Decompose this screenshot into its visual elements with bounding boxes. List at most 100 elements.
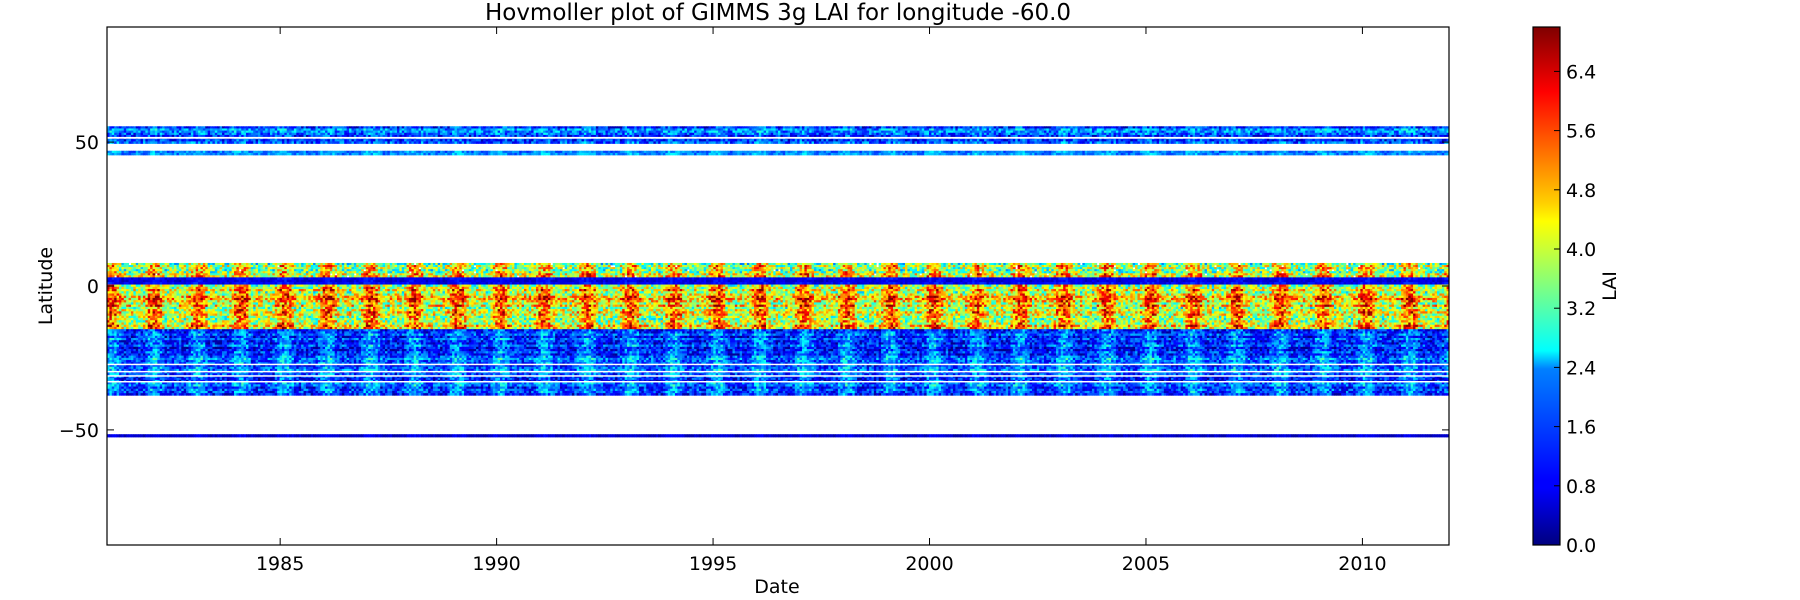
heatmap-cell: [188, 134, 192, 138]
heatmap-cell: [154, 128, 158, 131]
heatmap-cell: [480, 132, 484, 136]
heatmap-cell: [303, 141, 307, 144]
heatmap-cell: [828, 130, 832, 134]
heatmap-cell: [905, 130, 908, 134]
heatmap-cell: [337, 130, 340, 134]
heatmap-cell: [555, 132, 558, 136]
heatmap-cell: [718, 139, 721, 142]
heatmap-cell: [257, 126, 261, 129]
heatmap-cell: [157, 141, 161, 144]
heatmap-cell: [432, 150, 436, 154]
heatmap-cell: [1048, 132, 1052, 136]
heatmap-cell: [512, 139, 515, 142]
heatmap-cell: [126, 134, 129, 138]
heatmap-cell: [684, 130, 688, 134]
heatmap-cell: [835, 139, 839, 142]
heatmap-cell: [996, 132, 999, 136]
heatmap-cell: [976, 134, 980, 138]
heatmap-cell: [627, 130, 630, 134]
heatmap-cell: [1079, 132, 1083, 136]
heatmap-cell: [1084, 132, 1088, 136]
heatmap-cell: [993, 134, 997, 138]
heatmap-cell: [174, 134, 177, 138]
heatmap-cell: [1242, 128, 1246, 131]
heatmap-cell: [1197, 150, 1201, 154]
heatmap-cell: [1317, 126, 1320, 129]
heatmap-cell: [698, 128, 702, 131]
heatmap-cell: [253, 130, 256, 134]
heatmap-cell: [1360, 139, 1364, 142]
heatmap-cell: [579, 130, 582, 134]
heatmap-cell: [665, 150, 669, 154]
heatmap-cell: [1120, 150, 1124, 154]
heatmap-cell: [1283, 130, 1287, 134]
heatmap-cell: [214, 139, 218, 142]
heatmap-cell: [1135, 150, 1138, 154]
heatmap-cell: [449, 141, 453, 144]
heatmap-cell: [720, 128, 724, 131]
heatmap-cell: [840, 130, 844, 134]
heatmap-cell: [677, 126, 681, 129]
heatmap-cell: [1439, 126, 1443, 129]
heatmap-cell: [674, 150, 678, 154]
heatmap-cell: [1290, 139, 1294, 142]
heatmap-cell: [1044, 130, 1047, 134]
heatmap-cell: [118, 128, 122, 131]
heatmap-cell: [1446, 141, 1450, 144]
heatmap-cell: [756, 141, 760, 144]
heatmap-cell: [277, 126, 280, 129]
heatmap-cell: [1120, 141, 1124, 144]
heatmap-cell: [1190, 141, 1193, 144]
heatmap-cell: [866, 134, 870, 138]
heatmap-cell: [1259, 126, 1263, 129]
heatmap-cell: [758, 130, 762, 134]
heatmap-cell: [488, 139, 491, 142]
heatmap-cell: [1372, 134, 1376, 138]
heatmap-cell: [243, 128, 247, 131]
heatmap-cell: [495, 141, 499, 144]
heatmap-cell: [936, 126, 939, 129]
heatmap-cell: [576, 126, 580, 129]
heatmap-cell: [317, 141, 321, 144]
heatmap-cell: [1022, 128, 1026, 131]
heatmap-cell: [284, 150, 288, 154]
heatmap-cell: [128, 150, 132, 154]
heatmap-cell: [334, 139, 338, 142]
heatmap-cell: [248, 139, 252, 142]
heatmap-cell: [1010, 139, 1014, 142]
heatmap-cell: [792, 150, 796, 154]
heatmap-cell: [1055, 132, 1059, 136]
heatmap-cell: [210, 134, 213, 138]
heatmap-cell: [1252, 139, 1256, 142]
heatmap-cell: [126, 132, 129, 136]
heatmap-cell: [1027, 139, 1031, 142]
heatmap-cell: [1264, 126, 1268, 129]
heatmap-cell: [361, 134, 364, 138]
heatmap-cell: [809, 132, 812, 136]
heatmap-cell: [957, 128, 961, 131]
heatmap-cell: [655, 130, 659, 134]
heatmap-cell: [257, 130, 261, 134]
heatmap-cell: [552, 150, 556, 154]
heatmap-cell: [329, 128, 333, 131]
heatmap-cell: [516, 126, 520, 129]
heatmap-cell: [684, 132, 688, 136]
heatmap-cell: [315, 139, 319, 142]
heatmap-cell: [384, 150, 388, 154]
heatmap-cell: [916, 128, 920, 131]
heatmap-cell: [500, 128, 503, 131]
heatmap-cell: [454, 132, 458, 136]
heatmap-cell: [801, 139, 805, 142]
heatmap-cell: [1065, 141, 1069, 144]
heatmap-cell: [1379, 139, 1383, 142]
heatmap-cell: [1187, 141, 1191, 144]
heatmap-cell: [1415, 141, 1419, 144]
heatmap-cell: [1319, 134, 1323, 138]
heatmap-cell: [1067, 141, 1071, 144]
heatmap-cell: [305, 150, 309, 154]
heatmap-cell: [1262, 128, 1265, 131]
heatmap-cell: [1338, 130, 1342, 134]
heatmap-cell: [943, 126, 947, 129]
heatmap-cell: [905, 139, 908, 142]
heatmap-cell: [1235, 126, 1239, 129]
